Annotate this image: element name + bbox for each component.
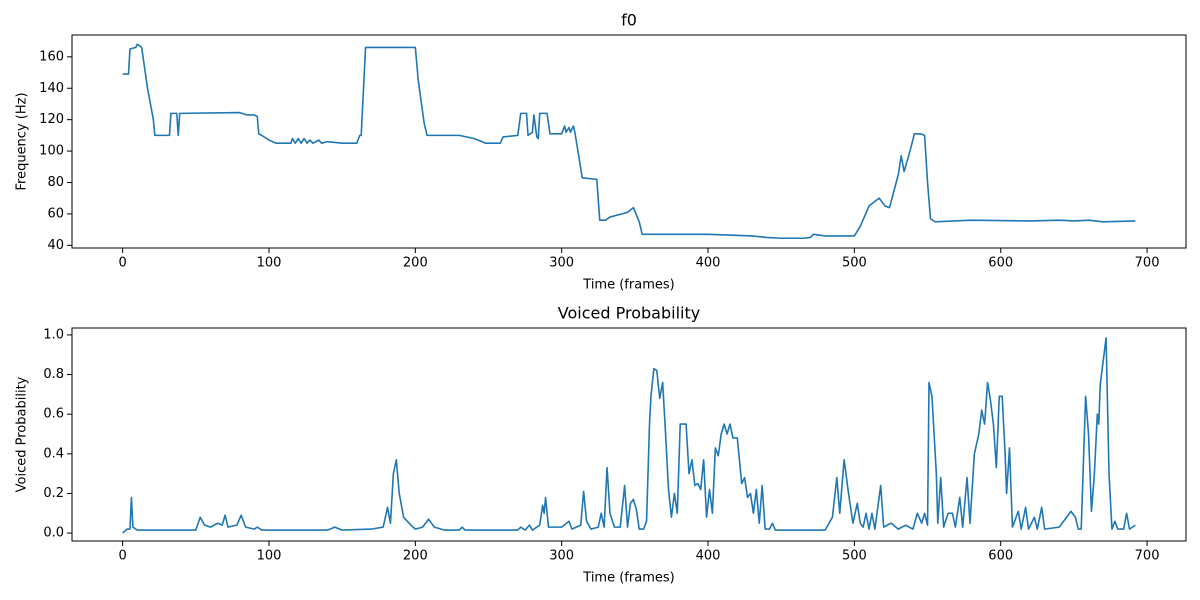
x-tick-label: 400 [696, 549, 721, 564]
x-axis-label: Time (frames) [582, 571, 674, 586]
y-tick-label: 140 [39, 81, 64, 96]
x-tick-label: 500 [842, 549, 867, 564]
y-tick-label: 100 [39, 144, 64, 159]
chart-title: f0 [621, 11, 637, 30]
axes-frame [71, 327, 1187, 542]
x-tick-label: 300 [549, 549, 574, 564]
y-tick-label: 40 [47, 238, 64, 253]
x-tick-label: 500 [842, 256, 867, 271]
y-tick-label: 0.4 [43, 446, 64, 461]
y-tick-label: 0.2 [43, 486, 64, 501]
data-line [122, 337, 1136, 534]
y-tick-label: 120 [39, 112, 64, 127]
x-tick-label: 100 [257, 549, 282, 564]
x-axis-label: Time (frames) [582, 278, 674, 293]
x-tick-label: 200 [403, 549, 428, 564]
data-line [122, 43, 1136, 240]
x-tick-label: 300 [549, 256, 574, 271]
x-tick-label: 700 [1135, 256, 1160, 271]
x-tick-label: 0 [118, 549, 126, 564]
y-tick-label: 0.8 [43, 367, 64, 382]
x-tick-label: 600 [988, 256, 1013, 271]
y-tick-label: 1.0 [43, 327, 64, 342]
x-tick-label: 700 [1135, 549, 1160, 564]
x-tick-label: 0 [118, 256, 126, 271]
y-tick-label: 0.6 [43, 407, 64, 422]
x-tick-label: 200 [403, 256, 428, 271]
x-tick-label: 400 [696, 256, 721, 271]
y-tick-label: 80 [47, 175, 64, 190]
y-axis-label: Frequency (Hz) [15, 92, 30, 190]
y-tick-label: 0.0 [43, 526, 64, 541]
y-axis-label: Voiced Probability [15, 376, 30, 492]
chart-title: Voiced Probability [558, 304, 700, 323]
y-tick-label: 160 [39, 49, 64, 64]
x-tick-label: 600 [988, 549, 1013, 564]
y-tick-label: 60 [47, 206, 64, 221]
x-tick-label: 100 [257, 256, 282, 271]
axes-frame [71, 34, 1187, 249]
